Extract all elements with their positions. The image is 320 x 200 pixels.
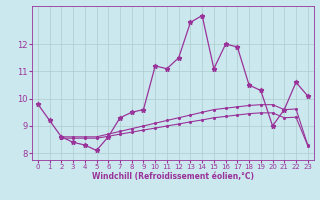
X-axis label: Windchill (Refroidissement éolien,°C): Windchill (Refroidissement éolien,°C): [92, 172, 254, 181]
